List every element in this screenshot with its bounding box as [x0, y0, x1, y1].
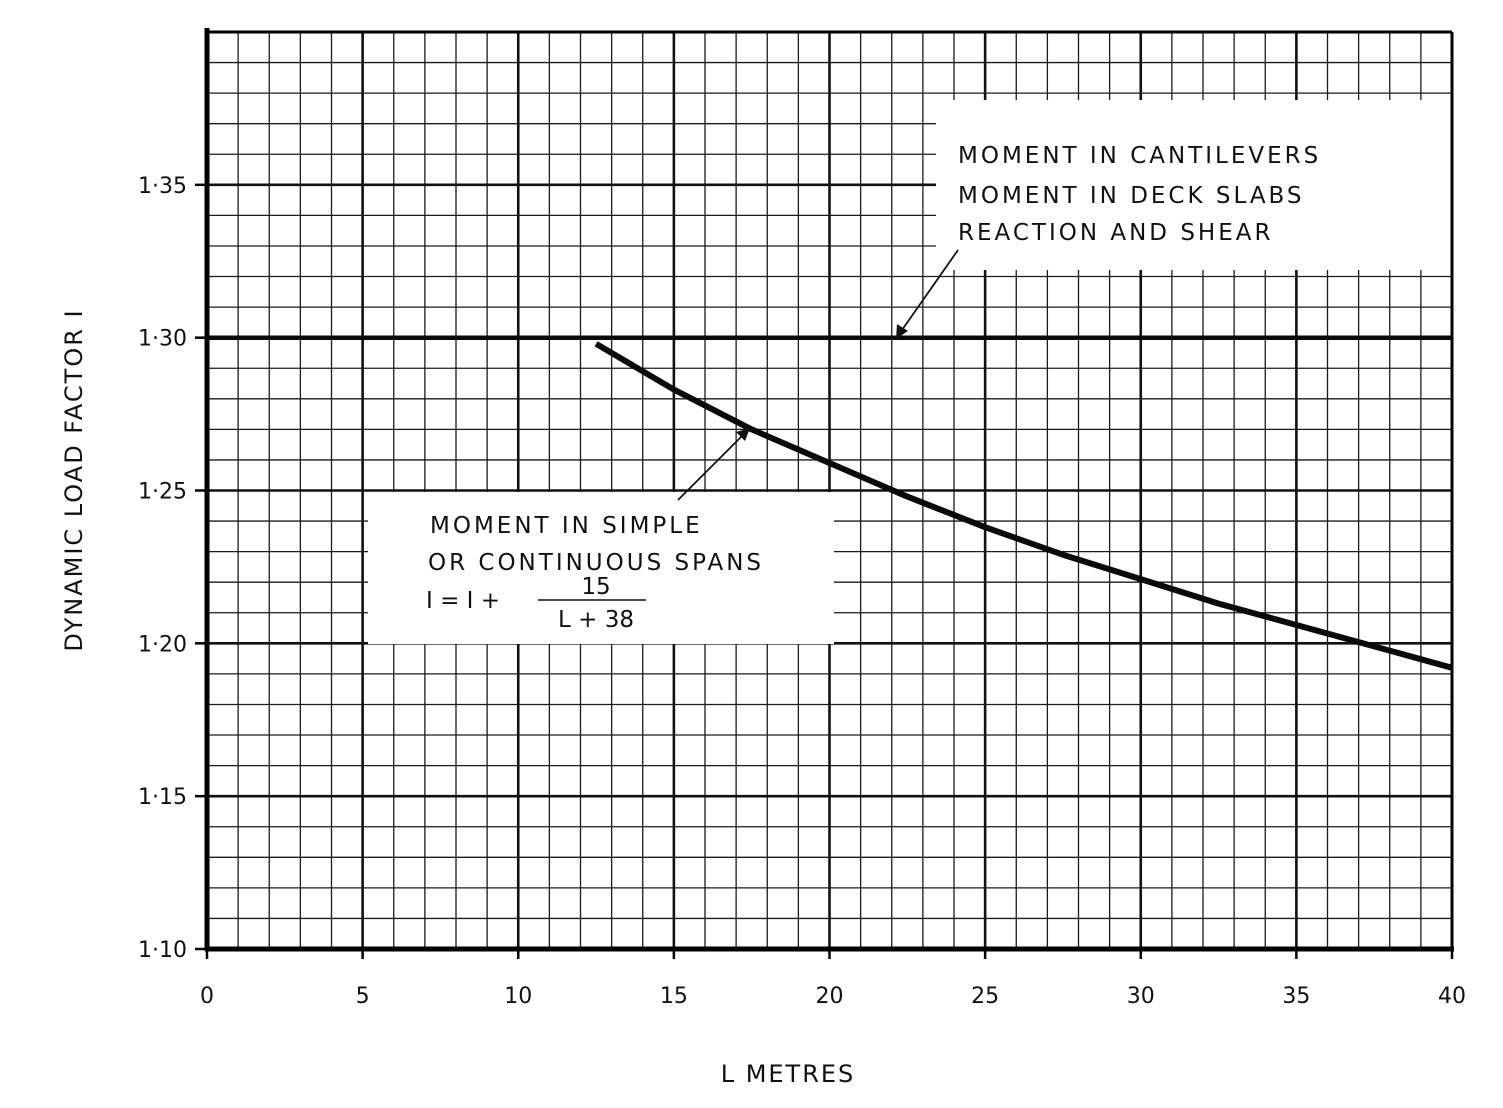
y-tick-label: 1·35: [138, 174, 187, 199]
annotation-lower-leader: [677, 435, 743, 501]
annotation-box-lower: [368, 492, 834, 644]
y-tick-label: 1·10: [138, 938, 187, 963]
annotation-lower-line-1: MOMENT IN SIMPLE: [430, 513, 703, 539]
annotation-lower-line-2: OR CONTINUOUS SPANS: [428, 550, 764, 576]
annotation-lower-formula-lhs: I = I +: [426, 588, 500, 614]
annotation-lower-arrowhead: [736, 428, 750, 441]
annotation-upper-line-1: MOMENT IN CANTILEVERS: [958, 143, 1321, 169]
x-tick-label: 35: [1282, 984, 1310, 1009]
series-line-1: [594, 341, 1453, 671]
annotation-lower-formula-denominator: L + 38: [558, 607, 634, 633]
y-axis-title: DYNAMIC LOAD FACTOR I: [60, 308, 88, 651]
chart-series: [207, 335, 1453, 671]
annotation-upper-arrowhead: [896, 324, 908, 339]
y-tick-label: 1·15: [138, 785, 187, 810]
x-tick-label: 25: [971, 984, 999, 1009]
annotation-upper-leader: [901, 249, 959, 331]
y-tick-label: 1·25: [138, 480, 187, 505]
x-tick-label: 10: [504, 984, 532, 1009]
y-tick-label: 1·30: [138, 327, 187, 352]
y-tick-label: 1·20: [138, 632, 187, 657]
x-tick-label: 15: [660, 984, 688, 1009]
annotation-box-upper: [936, 100, 1454, 270]
chart-ticks: 1·10 1·15 1·20 1·25 1·30 1·35 0 5 10 15 20 25 30 35 40: [138, 174, 1466, 1009]
x-tick-label: 20: [816, 984, 844, 1009]
x-tick-label: 5: [356, 984, 370, 1009]
chart-grid: [207, 32, 1452, 949]
x-axis-title: L METRES: [721, 1060, 856, 1088]
x-tick-label: 0: [200, 984, 214, 1009]
annotation-upper-line-2: MOMENT IN DECK SLABS: [958, 183, 1305, 209]
annotation-lower-formula-numerator: 15: [581, 574, 610, 600]
x-tick-label: 40: [1438, 984, 1466, 1009]
annotation-upper-line-3: REACTION AND SHEAR: [958, 220, 1273, 246]
x-tick-label: 30: [1127, 984, 1155, 1009]
